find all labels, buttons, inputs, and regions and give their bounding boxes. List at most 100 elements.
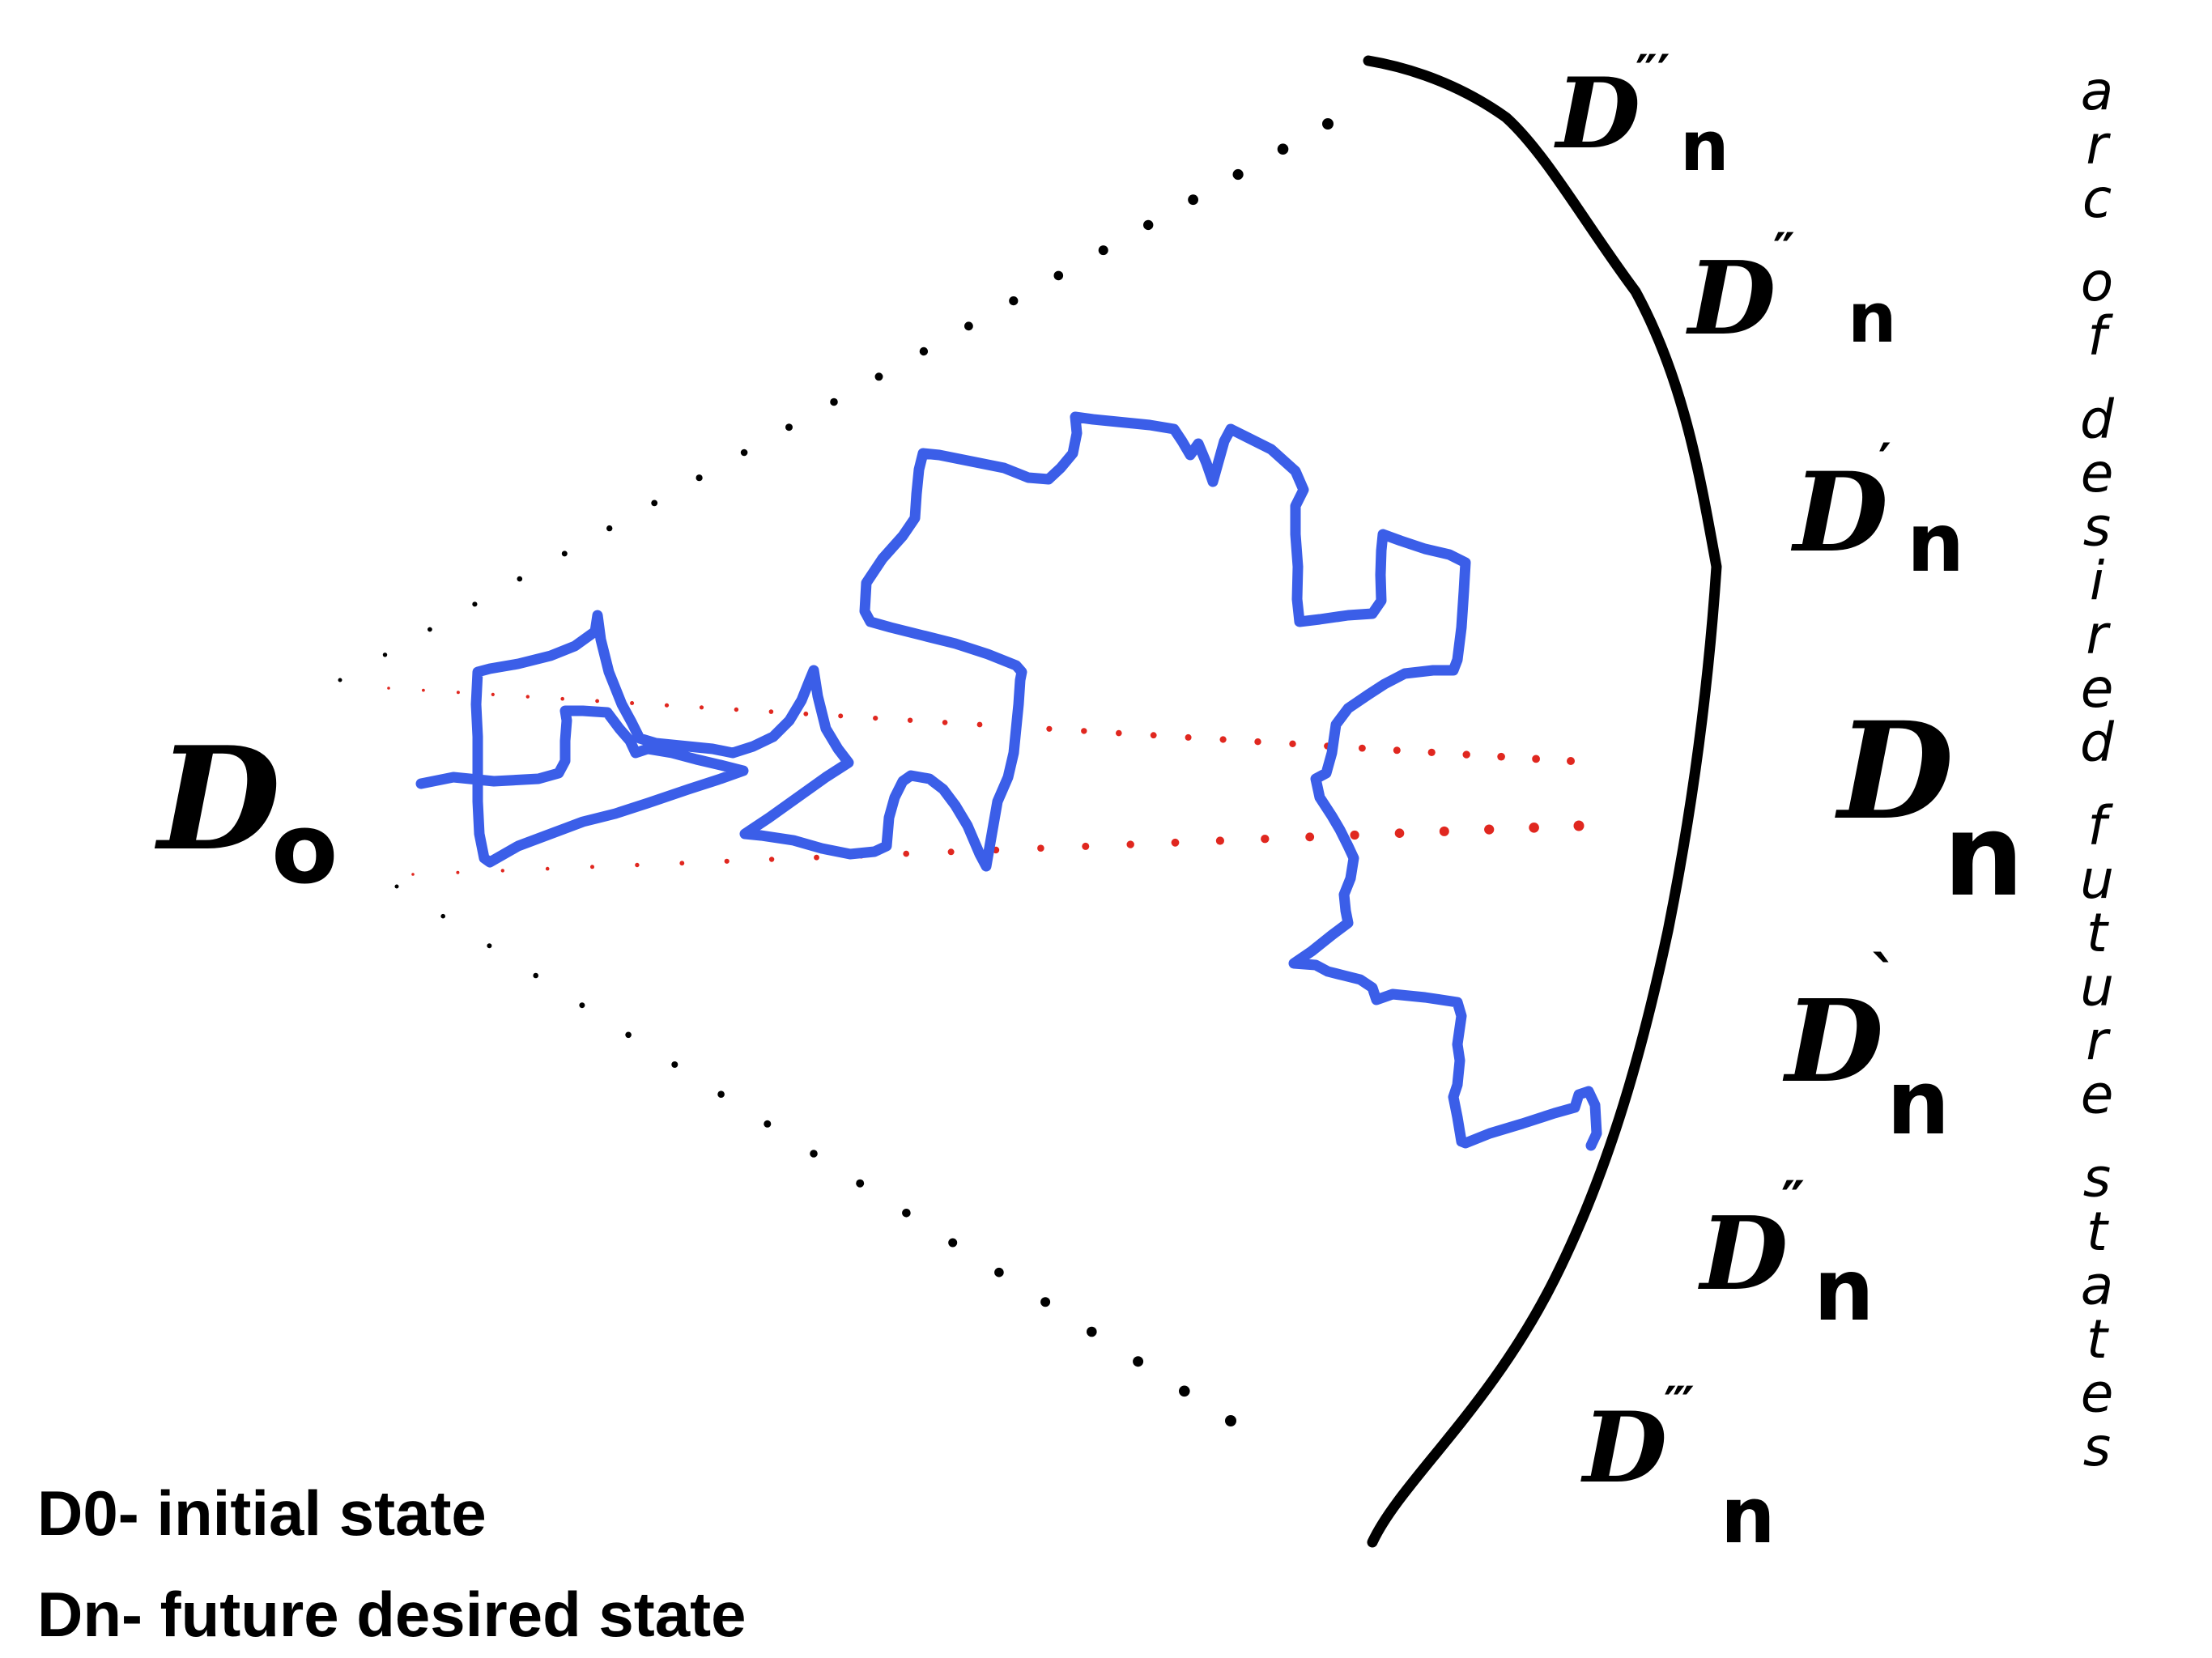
arc-label-letter: e xyxy=(2081,657,2114,720)
center-dot-upper xyxy=(525,695,530,699)
center-dot-upper xyxy=(1150,732,1157,739)
arc-label-letter: o xyxy=(2081,251,2113,313)
center-dot-lower xyxy=(1305,832,1315,842)
center-dot-upper xyxy=(768,709,774,714)
center-dot-lower xyxy=(590,865,594,869)
center-dot-lower xyxy=(814,854,819,861)
arc-label-letter: e xyxy=(2081,442,2114,504)
center-dot-upper xyxy=(1219,736,1227,743)
cone-dot-lower xyxy=(394,884,399,889)
arc-label-letter: s xyxy=(2083,1416,2111,1478)
future-state-label-3: D ′ n xyxy=(1790,433,1964,590)
cone-dot-lower xyxy=(1225,1415,1236,1426)
center-dot-upper xyxy=(734,707,739,712)
center-dot-upper xyxy=(630,701,635,705)
cone-dot-upper xyxy=(382,653,388,657)
center-dot-lower xyxy=(1529,823,1539,833)
future-state-1-sub: n xyxy=(1680,107,1729,187)
future-state-6-prime: ″ xyxy=(1781,1171,1805,1231)
center-dot-lower xyxy=(545,866,550,871)
center-dot-lower xyxy=(411,873,415,876)
center-dot-upper xyxy=(456,691,460,695)
cone-dot-upper xyxy=(1143,219,1154,231)
arc-label-letter: a xyxy=(2081,60,2113,122)
center-dot-upper xyxy=(838,713,844,719)
center-dot-lower xyxy=(1126,840,1134,848)
cone-dot-upper xyxy=(696,474,703,482)
cone-dot-upper xyxy=(338,678,342,682)
center-dot-lower xyxy=(1573,820,1585,831)
future-state-4-sub: n xyxy=(1943,790,2024,922)
center-dot-upper xyxy=(664,703,670,708)
cone-dot-upper xyxy=(1232,168,1244,181)
center-dot-upper xyxy=(942,720,948,725)
cone-dot-lower xyxy=(1179,1385,1190,1397)
arc-label-letter: s xyxy=(2083,1147,2111,1209)
cone-dot-lower xyxy=(533,972,538,979)
center-dot-upper xyxy=(422,688,425,692)
arc-label-letter: t xyxy=(2087,1201,2109,1263)
center-dot-upper xyxy=(1567,757,1575,765)
arc-label-letter: a xyxy=(2081,1255,2113,1317)
center-dot-upper xyxy=(803,711,809,716)
future-state-7-base: D xyxy=(1580,1391,1667,1505)
arc-label-letter: e xyxy=(2081,1363,2114,1425)
center-dot-upper xyxy=(1359,744,1366,752)
future-state-7-prime: ‴ xyxy=(1664,1376,1695,1433)
center-dot-lower xyxy=(679,861,685,866)
cone-dot-upper xyxy=(874,372,883,381)
cone-dot-lower xyxy=(810,1150,818,1158)
cone-dot-lower xyxy=(856,1179,865,1188)
future-state-1-base: D xyxy=(1554,57,1640,171)
cone-dot-lower xyxy=(671,1061,678,1068)
future-state-3-prime: ′ xyxy=(1878,433,1891,490)
cone-dot-lower xyxy=(487,943,492,949)
cone-dot-lower xyxy=(1040,1297,1051,1307)
center-dot-lower xyxy=(1215,836,1224,845)
future-states-arc xyxy=(1363,55,1722,1548)
future-state-label-7: D ‴ n xyxy=(1580,1376,1776,1561)
center-dot-lower xyxy=(1082,842,1090,850)
center-dot-upper xyxy=(1081,728,1087,734)
future-state-5-prime: ` xyxy=(1870,945,1899,1011)
cone-dot-upper xyxy=(472,602,478,607)
center-dot-upper xyxy=(699,705,704,710)
cone-dot-upper xyxy=(919,346,929,356)
cone-dot-upper xyxy=(517,576,523,582)
cone-dot-upper xyxy=(830,397,838,406)
cone-dot-lower xyxy=(764,1120,772,1128)
cone-dot-upper xyxy=(1277,143,1289,155)
cone-dot-lower xyxy=(440,913,445,919)
arc-label-letter: d xyxy=(2080,711,2115,773)
future-state-6-base: D xyxy=(1698,1195,1788,1313)
center-dot-upper xyxy=(1185,733,1192,741)
arc-label-letter: i xyxy=(2090,550,2105,612)
center-dot-upper xyxy=(907,717,913,723)
cone-dot-upper xyxy=(740,449,748,457)
future-state-7-sub: n xyxy=(1721,1472,1776,1561)
future-state-6-sub: n xyxy=(1814,1241,1874,1340)
future-state-label-6: D ″ n xyxy=(1698,1171,1874,1340)
center-dot-upper xyxy=(387,687,390,690)
future-state-5-sub: n xyxy=(1887,1051,1950,1154)
future-state-label-2: D ″ n xyxy=(1686,223,1897,359)
cone-dot-upper xyxy=(1188,194,1198,206)
cone-dot-upper xyxy=(1322,118,1334,130)
legend-initial-state: D0- initial state xyxy=(37,1477,487,1549)
center-dot-lower xyxy=(1439,826,1449,836)
cone-dot-lower xyxy=(1087,1326,1097,1337)
cone-dot-upper xyxy=(561,551,568,557)
arc-label-letter: d xyxy=(2080,389,2115,451)
center-dot-lower xyxy=(1394,828,1405,838)
cone-dot-lower xyxy=(948,1238,958,1248)
center-dot-upper xyxy=(1289,740,1296,747)
arc-label-letter: c xyxy=(2082,168,2112,230)
cone-dot-upper xyxy=(1053,270,1064,281)
cone-dot-lower xyxy=(1133,1356,1144,1367)
arc-label-letter: f xyxy=(2087,794,2113,857)
center-corridor-dots xyxy=(387,687,1585,876)
arc-label-letter: e xyxy=(2081,1064,2114,1126)
future-state-2-base: D xyxy=(1686,240,1776,358)
future-state-2-sub: n xyxy=(1848,278,1897,359)
